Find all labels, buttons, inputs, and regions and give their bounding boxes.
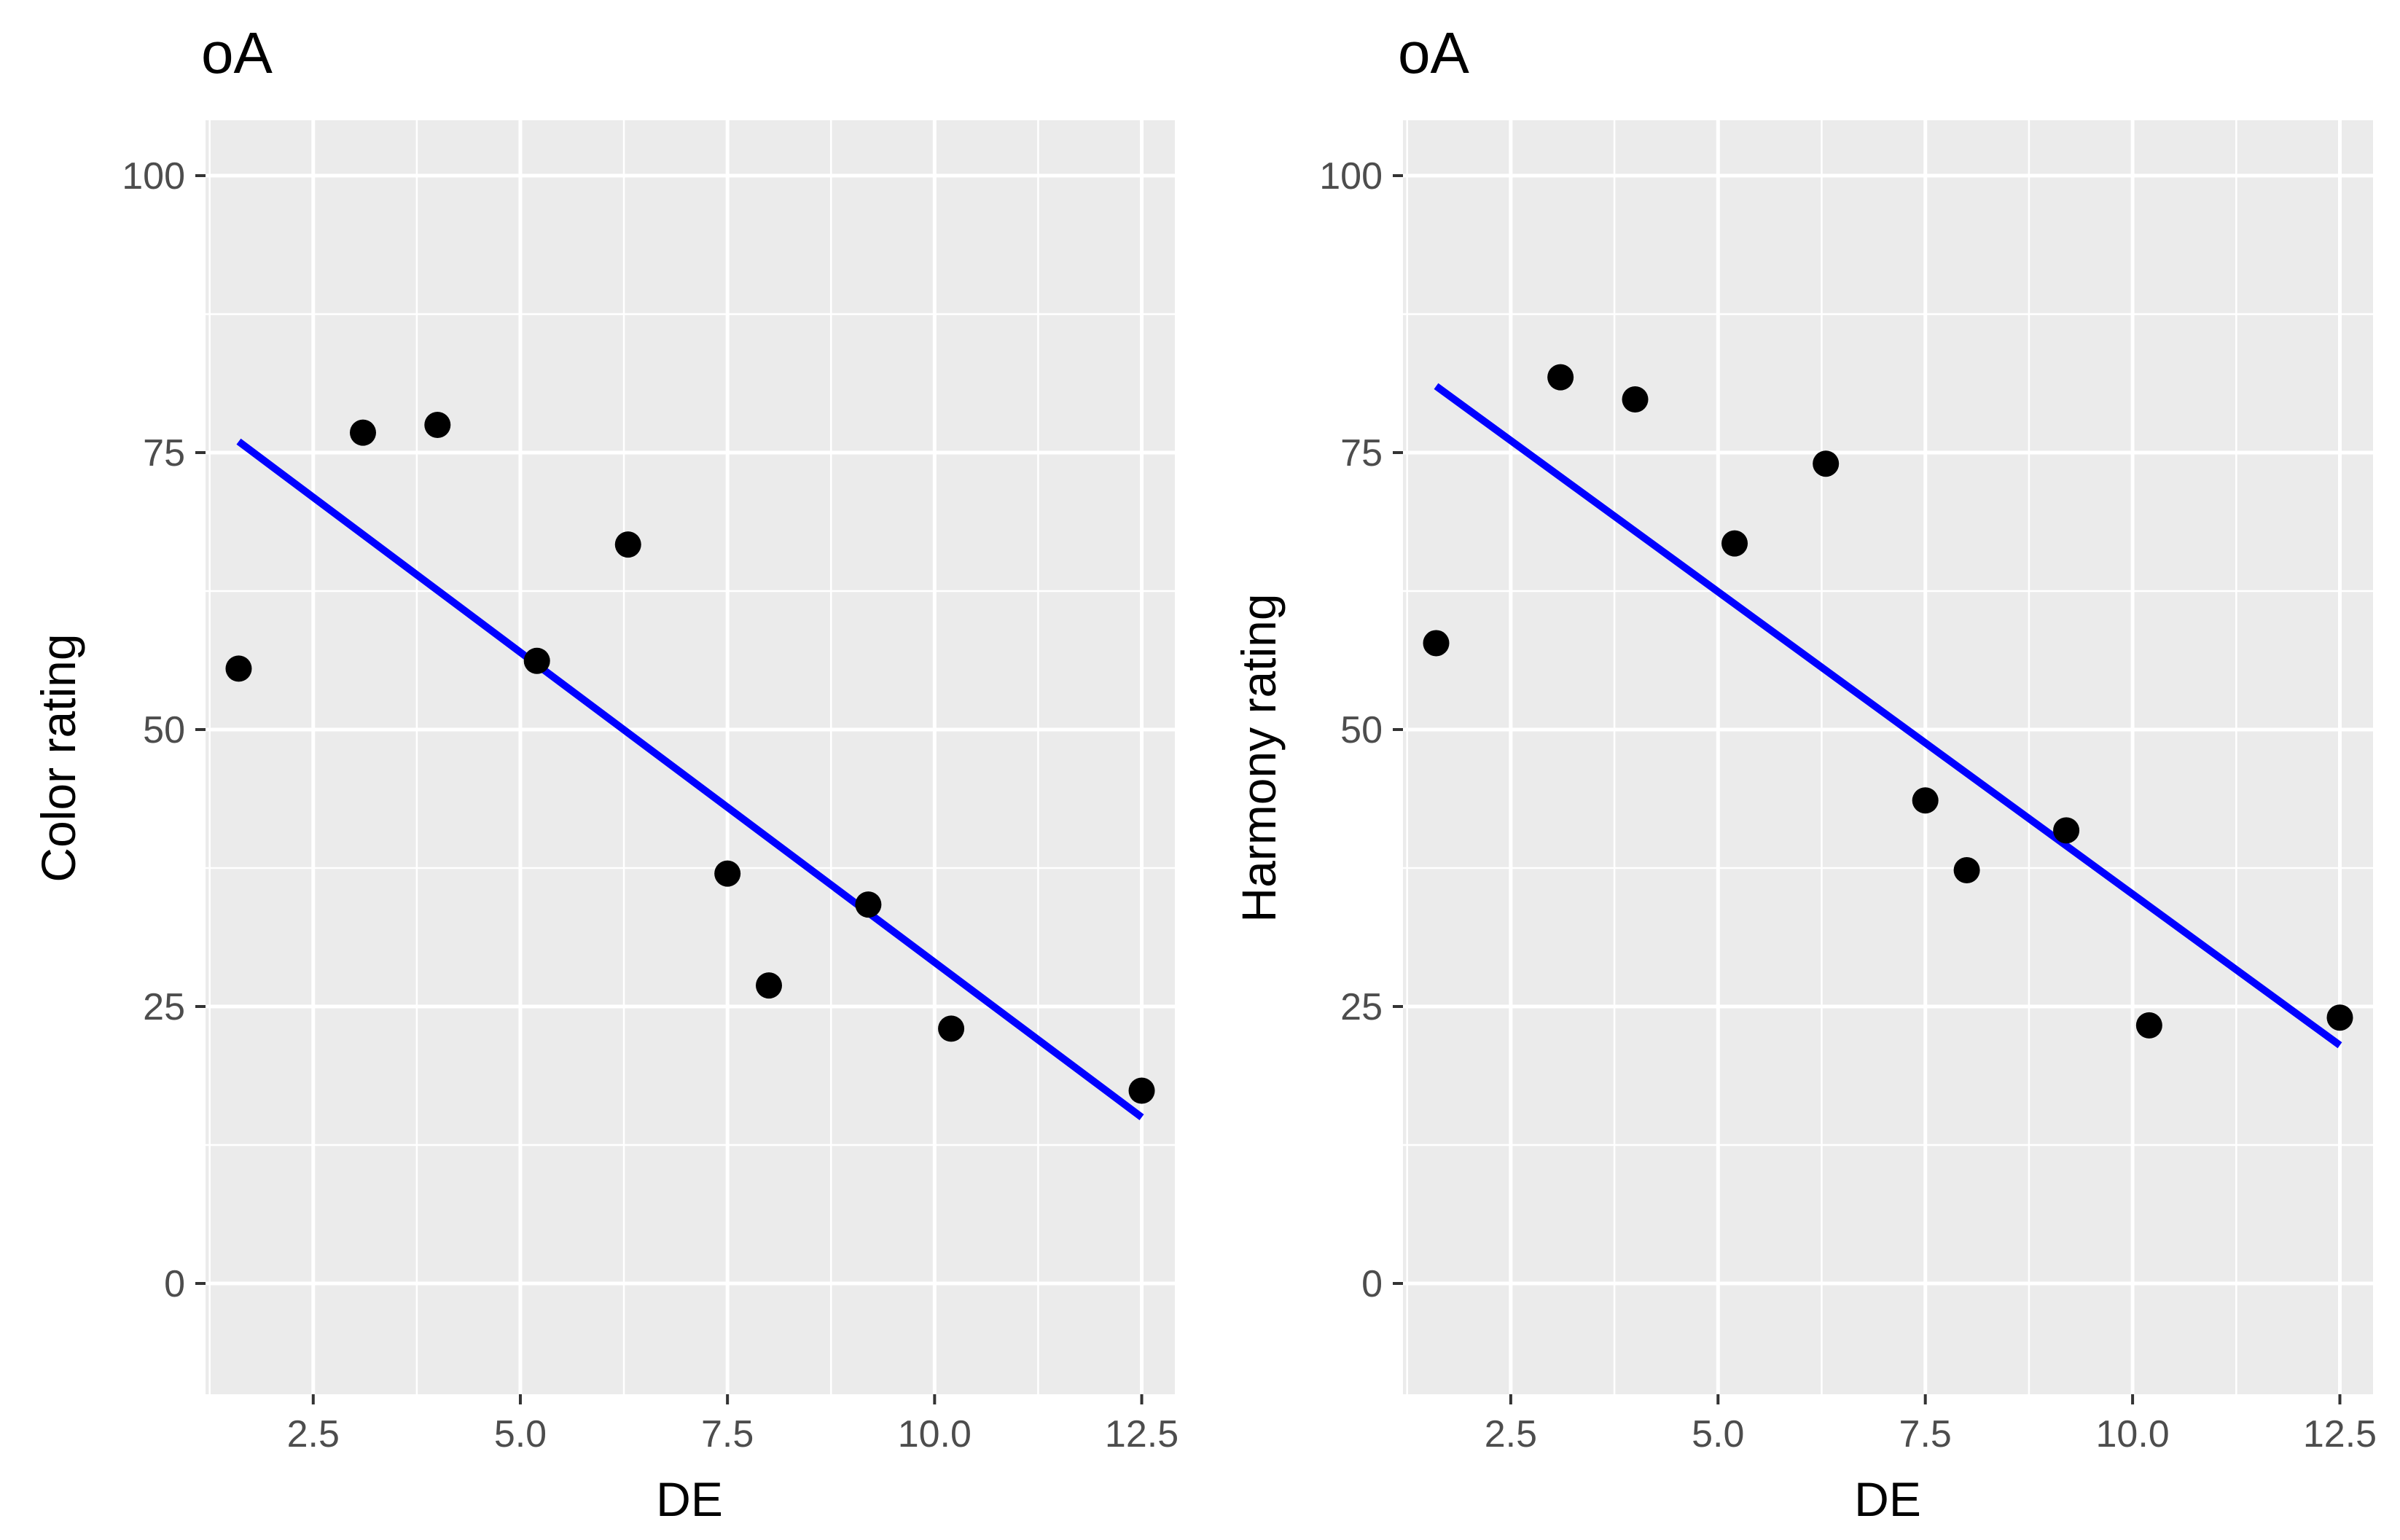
right-x-tick-label: 12.5 (2303, 1413, 2377, 1455)
left-data-point (614, 531, 641, 558)
left-plot-background (206, 120, 1175, 1394)
left-y-tick-label: 100 (122, 155, 185, 198)
right-data-point (1912, 787, 1939, 814)
right-x-tick-label: 5.0 (1692, 1413, 1744, 1455)
right-data-point (1721, 530, 1748, 557)
left-data-point (1128, 1077, 1155, 1104)
left-regression-line (236, 438, 1144, 1121)
right-y-tick-label: 50 (1340, 709, 1383, 751)
right-y-tick-label: 75 (1340, 432, 1383, 474)
left-data-point (714, 860, 741, 887)
right-x-tick-label: 2.5 (1485, 1413, 1537, 1455)
right-panel-title: oA (1398, 20, 1469, 85)
left-y-tick-label: 50 (143, 709, 185, 751)
right-data-point (1547, 364, 1574, 391)
left-y-tick-label: 75 (143, 432, 185, 474)
left-panel-title: oA (201, 20, 273, 85)
left-data-point (523, 647, 550, 674)
right-y-tick-label: 0 (1361, 1263, 1383, 1305)
right-y-axis-title: Harmony rating (1232, 593, 1286, 922)
right-y-tick-label: 100 (1319, 155, 1383, 198)
left-data-point (349, 419, 376, 446)
right-data-point (2053, 817, 2080, 844)
right-data-point (2326, 1004, 2353, 1031)
left-y-axis-title: Color rating (31, 633, 85, 882)
left-data-point (938, 1015, 965, 1042)
right-data-point (2135, 1012, 2162, 1039)
right-panel: 2.5 5.0 7.5 10.0 12.5 0 25 50 75 100 oA DE Harmony r… (1232, 20, 2377, 1526)
right-y-tick-label: 25 (1340, 986, 1383, 1028)
left-x-tick-label: 12.5 (1105, 1413, 1178, 1455)
right-data-point (1813, 450, 1840, 477)
left-panel: 2.5 5.0 7.5 10.0 12.5 0 25 50 75 100 oA DE Color rat… (31, 20, 1178, 1526)
right-x-tick-label: 10.0 (2095, 1413, 2169, 1455)
left-x-tick-label: 5.0 (494, 1413, 547, 1455)
left-data-point (855, 891, 882, 918)
right-data-point (1622, 386, 1649, 413)
left-data-point (755, 972, 782, 999)
left-y-tick-label: 0 (164, 1263, 185, 1305)
left-data-point (225, 655, 252, 682)
right-plot-background (1403, 120, 2373, 1394)
left-x-tick-label: 2.5 (287, 1413, 340, 1455)
left-x-tick-label: 10.0 (898, 1413, 972, 1455)
right-x-axis-title: DE (1854, 1472, 1921, 1526)
left-y-tick-label: 25 (143, 986, 185, 1028)
left-x-axis-title: DE (656, 1472, 723, 1526)
left-data-point (424, 412, 451, 438)
right-regression-line (1434, 383, 2342, 1049)
right-x-tick-label: 7.5 (1899, 1413, 1952, 1455)
left-x-tick-label: 7.5 (701, 1413, 754, 1455)
right-data-point (1423, 630, 1450, 657)
right-data-point (1953, 857, 1980, 884)
